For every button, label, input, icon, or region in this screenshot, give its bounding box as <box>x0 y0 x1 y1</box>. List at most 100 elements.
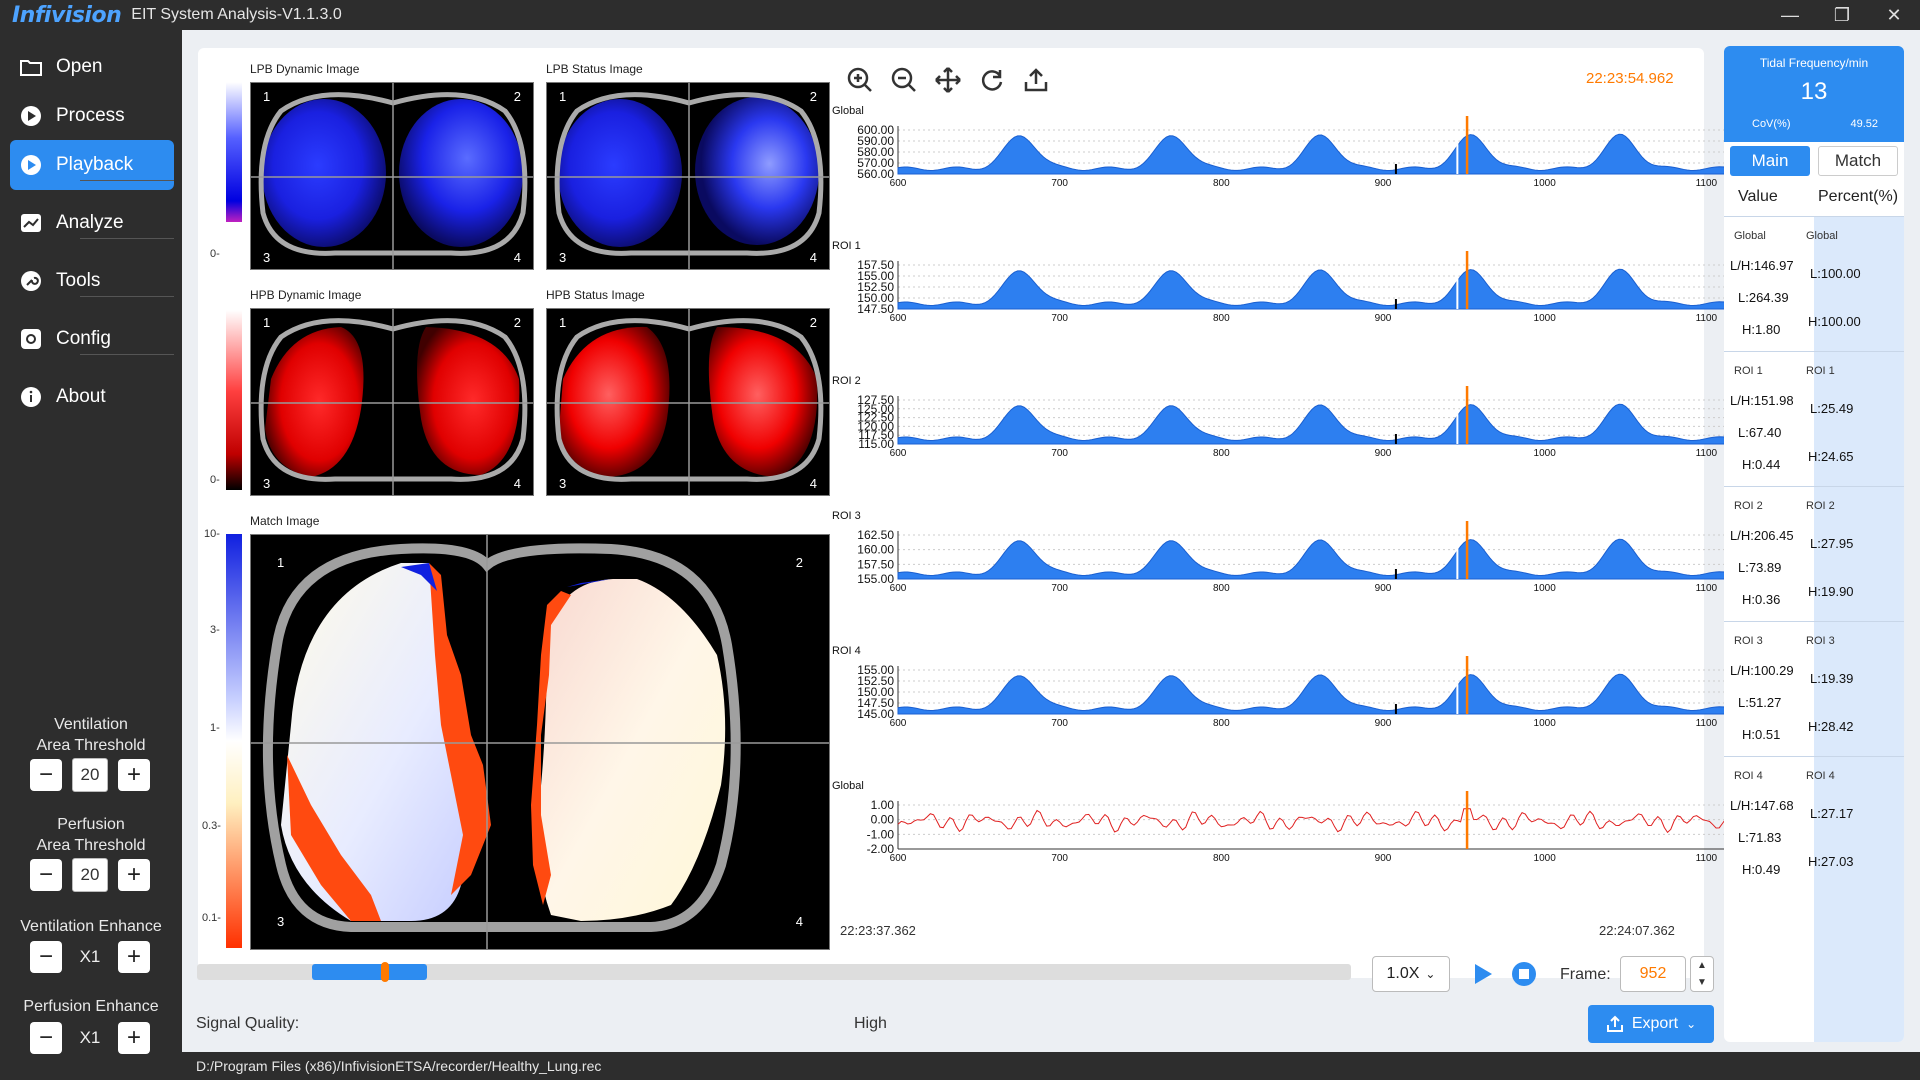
x-tick-label: 1000 <box>1534 718 1557 729</box>
quadrant-label: 3 <box>263 250 271 265</box>
window-title: EIT System Analysis-V1.1.3.0 <box>131 6 342 23</box>
ventilation-enhance-value: X1 <box>79 947 101 966</box>
nav-config[interactable]: Config <box>10 314 174 364</box>
x-tick-label: 800 <box>1213 853 1230 864</box>
y-tick-label: 157.50 <box>857 258 894 272</box>
playback-progress[interactable] <box>197 962 1351 982</box>
x-tick-label: 800 <box>1213 718 1230 729</box>
nav-about[interactable]: About <box>10 372 174 422</box>
lh-ratio-value: L/H:147.68 <box>1730 798 1794 813</box>
y-tick-label: 162.50 <box>857 528 894 542</box>
nav-open[interactable]: Open <box>10 42 174 92</box>
end-time: 22:24:07.362 <box>1599 923 1675 938</box>
window-controls: — ❐ ✕ <box>1764 0 1920 30</box>
x-tick-label: 900 <box>1375 718 1392 729</box>
start-time: 22:23:37.362 <box>840 923 916 938</box>
x-tick-label: 600 <box>890 448 907 459</box>
x-tick-label: 600 <box>890 583 907 594</box>
cov-label: CoV(%) <box>1752 118 1791 130</box>
minus-button[interactable]: − <box>30 759 62 791</box>
quadrant-label: 4 <box>513 476 521 491</box>
y-tick-label: 147.50 <box>857 696 894 710</box>
perfusion-threshold-input[interactable]: 20 <box>72 858 108 892</box>
frame-input[interactable]: 952 <box>1620 956 1686 992</box>
stop-button[interactable] <box>1508 958 1540 990</box>
reset-button[interactable] <box>974 62 1010 98</box>
match-scale-tick: 3- <box>210 624 220 636</box>
y-tick-label: 157.50 <box>857 557 894 571</box>
nav-tools[interactable]: Tools <box>10 256 174 306</box>
progress-fill <box>312 964 427 980</box>
y-tick-label: 590.00 <box>857 134 894 148</box>
speed-select[interactable]: 1.0X ⌄ <box>1372 956 1450 992</box>
perfusion-threshold-title: Perfusion Area Threshold <box>0 814 182 856</box>
x-tick-label: 1000 <box>1534 313 1557 324</box>
quadrant-label: 4 <box>809 476 817 491</box>
quadrant-label: 3 <box>559 476 567 491</box>
spin-up-icon[interactable]: ▲ <box>1697 960 1707 971</box>
cov-value: 49.52 <box>1850 118 1878 130</box>
progress-handle[interactable] <box>381 962 389 982</box>
quadrant-label: 1 <box>277 555 285 570</box>
nav-label: Playback <box>56 154 134 175</box>
nav-label: About <box>56 386 106 407</box>
chart-icon <box>18 210 44 236</box>
export-label: Export <box>1631 1015 1679 1032</box>
low-percent: L:25.49 <box>1810 401 1854 416</box>
match-color-scale <box>226 534 242 948</box>
zoom-in-button[interactable] <box>842 62 878 98</box>
plus-button[interactable]: + <box>118 1022 150 1054</box>
low-value: L:67.40 <box>1738 425 1782 440</box>
minus-button[interactable]: − <box>30 1022 62 1054</box>
export-chart-button[interactable] <box>1018 62 1054 98</box>
restore-icon[interactable]: ❐ <box>1833 4 1851 25</box>
play-circle-icon <box>18 152 44 178</box>
nav-analyze[interactable]: Analyze <box>10 198 174 248</box>
nav-playback[interactable]: Playback <box>10 140 174 190</box>
tab-main[interactable]: Main <box>1730 146 1810 176</box>
signal-charts[interactable]: Global⌄600.00590.00580.00570.00560.00600… <box>832 102 1872 932</box>
quadrant-label: 1 <box>263 315 271 330</box>
lpb-dynamic-image: 1 2 3 4 <box>250 82 534 270</box>
series-area <box>897 268 1869 310</box>
chevron-down-icon: ⌄ <box>1686 1017 1697 1031</box>
series-area <box>897 133 1869 175</box>
export-button[interactable]: Export ⌄ <box>1588 1005 1714 1043</box>
nav-divider <box>80 238 174 239</box>
quadrant-label: 1 <box>263 89 271 104</box>
nav-process[interactable]: Process <box>10 91 174 141</box>
x-tick-label: 800 <box>1213 583 1230 594</box>
minus-button[interactable]: − <box>30 941 62 973</box>
plus-button[interactable]: + <box>118 859 150 891</box>
minus-button[interactable]: − <box>30 859 62 891</box>
x-tick-label: 1000 <box>1534 178 1557 189</box>
nav-divider <box>80 180 174 181</box>
x-tick-label: 1100 <box>1696 313 1718 324</box>
plus-button[interactable]: + <box>118 941 150 973</box>
chart-title: ROI 3 <box>832 510 861 522</box>
quadrant-label: 3 <box>263 476 271 491</box>
minimize-icon[interactable]: — <box>1781 4 1799 25</box>
zoom-out-button[interactable] <box>886 62 922 98</box>
spin-down-icon[interactable]: ▼ <box>1697 977 1707 988</box>
plus-button[interactable]: + <box>118 759 150 791</box>
frame-spinner[interactable]: ▲ ▼ <box>1690 956 1714 992</box>
divider <box>1724 486 1904 487</box>
high-percent: H:28.42 <box>1808 719 1854 734</box>
ventilation-threshold-input[interactable]: 20 <box>72 758 108 792</box>
low-value: L:71.83 <box>1738 830 1782 845</box>
pan-button[interactable] <box>930 62 966 98</box>
speed-value: 1.0X <box>1386 965 1420 982</box>
config-icon <box>18 326 44 352</box>
tab-match[interactable]: Match <box>1818 146 1898 176</box>
play-button[interactable] <box>1466 958 1498 990</box>
title-bar: Infivision EIT System Analysis-V1.1.3.0 … <box>0 0 1920 30</box>
section-label: ROI 1 <box>1806 365 1835 377</box>
x-tick-label: 1100 <box>1696 583 1718 594</box>
folder-icon <box>18 54 44 80</box>
y-tick-label: 152.50 <box>857 674 894 688</box>
close-icon[interactable]: ✕ <box>1886 4 1902 25</box>
value-column-header: Value <box>1738 188 1778 205</box>
status-bar: D:/Program Files (x86)/InfivisionETSA/re… <box>182 1052 1920 1080</box>
play-icon <box>1475 964 1492 984</box>
